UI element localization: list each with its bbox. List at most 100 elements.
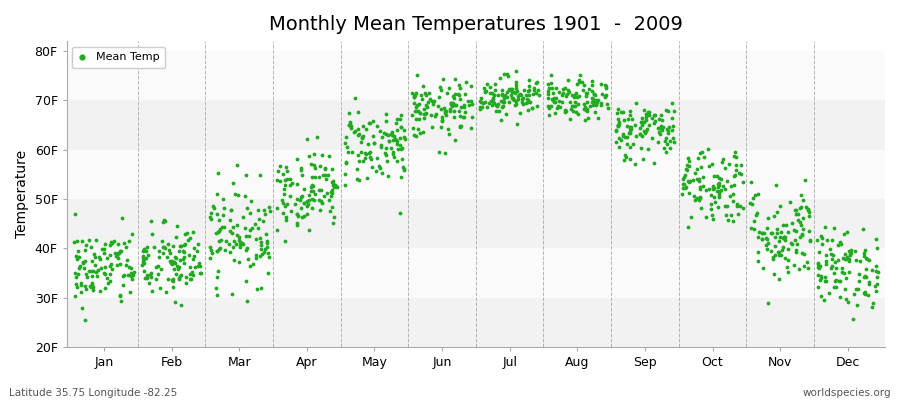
Mean Temp xyxy=(572,101,586,108)
Mean Temp xyxy=(693,195,707,201)
Mean Temp xyxy=(171,275,185,282)
Mean Temp xyxy=(818,274,832,280)
Mean Temp xyxy=(778,237,792,244)
Mean Temp xyxy=(90,272,104,279)
Mean Temp xyxy=(149,264,164,270)
Mean Temp xyxy=(410,126,425,132)
Mean Temp xyxy=(642,108,656,115)
Mean Temp xyxy=(774,252,788,258)
Mean Temp xyxy=(103,263,117,269)
Mean Temp xyxy=(137,268,151,274)
Mean Temp xyxy=(476,100,491,106)
Mean Temp xyxy=(480,103,494,110)
Mean Temp xyxy=(227,238,241,244)
Mean Temp xyxy=(667,107,681,114)
Mean Temp xyxy=(599,101,614,107)
Mean Temp xyxy=(590,102,604,108)
Mean Temp xyxy=(733,202,747,209)
Mean Temp xyxy=(367,140,382,146)
Mean Temp xyxy=(388,136,402,142)
Mean Temp xyxy=(136,258,150,264)
Mean Temp xyxy=(149,276,164,283)
Mean Temp xyxy=(675,190,689,197)
Mean Temp xyxy=(665,115,680,122)
Mean Temp xyxy=(776,235,790,242)
Mean Temp xyxy=(843,247,858,253)
Mean Temp xyxy=(158,288,173,295)
Mean Temp xyxy=(508,102,522,108)
Mean Temp xyxy=(750,210,764,216)
Mean Temp xyxy=(394,145,409,152)
Mean Temp xyxy=(169,271,184,278)
Mean Temp xyxy=(326,220,340,226)
Mean Temp xyxy=(635,121,650,128)
Mean Temp xyxy=(80,274,94,280)
Mean Temp xyxy=(239,232,254,239)
Mean Temp xyxy=(352,130,366,137)
Mean Temp xyxy=(814,263,828,270)
Mean Temp xyxy=(418,110,433,116)
Mean Temp xyxy=(174,302,188,308)
Mean Temp xyxy=(565,108,580,114)
Mean Temp xyxy=(192,260,206,267)
Mean Temp xyxy=(825,263,840,269)
Mean Temp xyxy=(166,276,180,282)
Mean Temp xyxy=(276,210,291,216)
Mean Temp xyxy=(497,95,511,102)
Mean Temp xyxy=(724,183,738,189)
Mean Temp xyxy=(259,230,274,237)
Mean Temp xyxy=(799,204,814,210)
Mean Temp xyxy=(110,252,124,258)
Mean Temp xyxy=(297,212,311,219)
Mean Temp xyxy=(590,97,605,103)
Mean Temp xyxy=(642,112,656,118)
Mean Temp xyxy=(770,248,785,255)
Mean Temp xyxy=(656,145,670,151)
Mean Temp xyxy=(278,164,293,170)
Mean Temp xyxy=(478,88,492,94)
Mean Temp xyxy=(412,110,427,116)
Mean Temp xyxy=(390,158,404,164)
Mean Temp xyxy=(327,184,341,190)
Mean Temp xyxy=(436,105,451,111)
Mean Temp xyxy=(680,162,694,168)
Mean Temp xyxy=(814,235,829,242)
Mean Temp xyxy=(140,244,154,250)
Mean Temp xyxy=(278,217,293,223)
Mean Temp xyxy=(338,159,353,165)
Mean Temp xyxy=(811,264,825,271)
Mean Temp xyxy=(508,89,523,96)
Mean Temp xyxy=(856,226,870,232)
Mean Temp xyxy=(242,263,256,269)
Mean Temp xyxy=(824,251,839,258)
Mean Temp xyxy=(81,268,95,274)
Mean Temp xyxy=(409,133,423,139)
Mean Temp xyxy=(647,120,662,126)
Mean Temp xyxy=(186,272,201,278)
Mean Temp xyxy=(219,238,233,244)
Mean Temp xyxy=(760,215,775,222)
Mean Temp xyxy=(583,102,598,109)
Mean Temp xyxy=(391,146,405,152)
Mean Temp xyxy=(698,214,713,220)
Mean Temp xyxy=(179,280,194,286)
Mean Temp xyxy=(730,202,744,209)
Mean Temp xyxy=(82,237,96,244)
Mean Temp xyxy=(352,158,366,165)
Bar xyxy=(67,51,885,100)
Mean Temp xyxy=(142,272,157,278)
Mean Temp xyxy=(406,125,420,132)
Mean Temp xyxy=(191,263,205,269)
Mean Temp xyxy=(789,210,804,217)
Mean Temp xyxy=(300,198,314,204)
Mean Temp xyxy=(184,276,198,282)
Mean Temp xyxy=(555,86,570,92)
Mean Temp xyxy=(245,224,259,231)
Mean Temp xyxy=(339,134,354,140)
Mean Temp xyxy=(361,140,375,147)
Mean Temp xyxy=(204,247,219,253)
Mean Temp xyxy=(500,94,514,100)
Mean Temp xyxy=(358,151,373,157)
Mean Temp xyxy=(683,214,698,220)
Mean Temp xyxy=(302,153,316,160)
